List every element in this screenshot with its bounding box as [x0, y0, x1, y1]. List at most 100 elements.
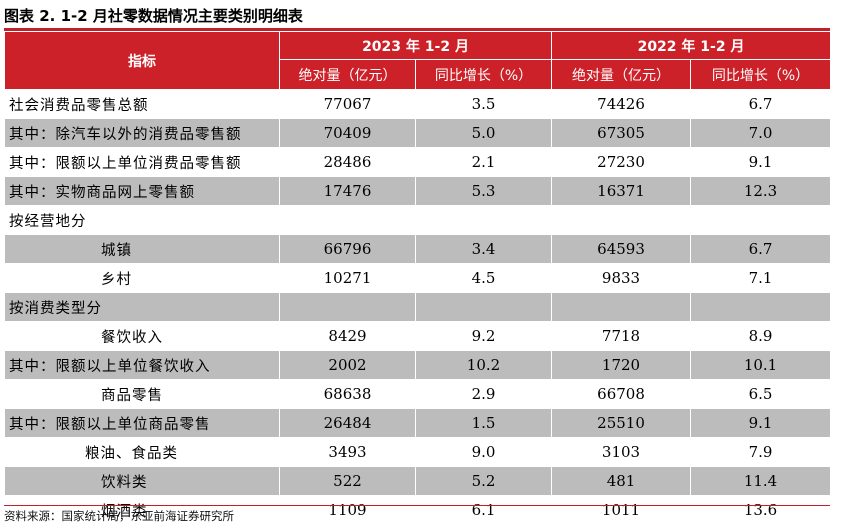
cell-yoy-2023: 3.4 [414, 234, 553, 264]
cell-yoy-2023: 9.2 [414, 321, 553, 351]
header-yoy-2023: 同比增长（%） [414, 59, 553, 90]
cell-yoy-2022: 7.1 [690, 263, 832, 293]
row-label: 按经营地分 [4, 205, 280, 235]
row-label: 其中：除汽车以外的消费品零售额 [4, 118, 280, 148]
cell-yoy-2023: 9.0 [414, 437, 553, 467]
cell-yoy-2022: 6.7 [690, 89, 832, 119]
row-label: 其中：限额以上单位消费品零售额 [4, 147, 280, 177]
cell-abs-2023: 2002 [279, 350, 416, 380]
row-label: 餐饮收入 [4, 321, 280, 351]
header-abs-2022: 绝对量（亿元） [551, 59, 692, 90]
cell-abs-2023: 17476 [279, 176, 416, 206]
cell-yoy-2023 [414, 292, 553, 322]
cell-yoy-2022: 6.5 [690, 379, 832, 409]
cell-abs-2022: 1011 [551, 495, 692, 525]
table-title: 图表 2. 1-2 月社零数据情况主要类别明细表 [4, 7, 303, 25]
cell-abs-2022 [551, 292, 692, 322]
table-row: 乡村 10271 4.5 9833 7.1 [4, 263, 832, 293]
table-row: 社会消费品零售总额 77067 3.5 74426 6.7 [4, 89, 832, 119]
table-row: 餐饮收入 8429 9.2 7718 8.9 [4, 321, 832, 351]
source-note: 资料来源：国家统计局，东亚前海证券研究所 [4, 509, 234, 523]
table-row: 饮料类 522 5.2 481 11.4 [4, 466, 832, 496]
cell-abs-2022: 481 [551, 466, 692, 496]
table-row: 商品零售 68638 2.9 66708 6.5 [4, 379, 832, 409]
cell-abs-2023: 28486 [279, 147, 416, 177]
table-row: 其中：限额以上单位消费品零售额 28486 2.1 27230 9.1 [4, 147, 832, 177]
cell-abs-2023: 8429 [279, 321, 416, 351]
cell-yoy-2022: 8.9 [690, 321, 832, 351]
row-label: 商品零售 [4, 379, 280, 409]
retail-sales-table: 指标 2023 年 1-2 月 2022 年 1-2 月 绝对量（亿元） 同比增… [4, 31, 832, 525]
cell-abs-2022: 1720 [551, 350, 692, 380]
cell-yoy-2023: 5.3 [414, 176, 553, 206]
cell-abs-2022: 9833 [551, 263, 692, 293]
header-yoy-2022: 同比增长（%） [690, 59, 832, 90]
cell-abs-2023: 68638 [279, 379, 416, 409]
header-period-2023: 2023 年 1-2 月 [278, 31, 553, 60]
row-label: 社会消费品零售总额 [4, 89, 280, 119]
cell-yoy-2022: 7.0 [690, 118, 832, 148]
cell-abs-2022: 66708 [551, 379, 692, 409]
cell-abs-2022: 16371 [551, 176, 692, 206]
cell-yoy-2023: 5.0 [414, 118, 553, 148]
row-label: 烟酒类 [4, 495, 280, 525]
cell-yoy-2023 [414, 205, 553, 235]
cell-yoy-2023: 4.5 [414, 263, 553, 293]
row-label: 城镇 [4, 234, 280, 264]
cell-abs-2022: 27230 [551, 147, 692, 177]
cell-yoy-2023: 10.2 [414, 350, 553, 380]
row-label: 乡村 [4, 263, 280, 293]
table-row: 按消费类型分 [4, 292, 832, 322]
cell-yoy-2022: 10.1 [690, 350, 832, 380]
row-label: 饮料类 [4, 466, 280, 496]
header-indicator: 指标 [4, 31, 280, 90]
cell-yoy-2023: 1.5 [414, 408, 553, 438]
row-label: 其中：限额以上单位餐饮收入 [4, 350, 280, 380]
cell-yoy-2023: 2.1 [414, 147, 553, 177]
header-period-2022: 2022 年 1-2 月 [551, 31, 832, 60]
table-row: 其中：限额以上单位商品零售 26484 1.5 25510 9.1 [4, 408, 832, 438]
cell-yoy-2022 [690, 292, 832, 322]
cell-abs-2023: 522 [279, 466, 416, 496]
cell-yoy-2022: 7.9 [690, 437, 832, 467]
cell-abs-2022: 3103 [551, 437, 692, 467]
cell-yoy-2023: 2.9 [414, 379, 553, 409]
cell-abs-2023: 77067 [279, 89, 416, 119]
cell-abs-2022: 74426 [551, 89, 692, 119]
table-row: 粮油、食品类 3493 9.0 3103 7.9 [4, 437, 832, 467]
cell-abs-2023: 3493 [279, 437, 416, 467]
cell-abs-2023: 1109 [279, 495, 416, 525]
cell-yoy-2022: 9.1 [690, 408, 832, 438]
cell-abs-2023: 70409 [279, 118, 416, 148]
cell-yoy-2023: 5.2 [414, 466, 553, 496]
cell-abs-2022: 7718 [551, 321, 692, 351]
table-row: 其中：限额以上单位餐饮收入 2002 10.2 1720 10.1 [4, 350, 832, 380]
table-row: 按经营地分 [4, 205, 832, 235]
header-abs-2023: 绝对量（亿元） [279, 59, 416, 90]
table-row: 其中：除汽车以外的消费品零售额 70409 5.0 67305 7.0 [4, 118, 832, 148]
cell-abs-2022: 25510 [551, 408, 692, 438]
cell-abs-2023: 10271 [279, 263, 416, 293]
cell-yoy-2023: 6.1 [414, 495, 553, 525]
cell-abs-2022 [551, 205, 692, 235]
cell-abs-2023 [279, 205, 416, 235]
table-row: 其中：实物商品网上零售额 17476 5.3 16371 12.3 [4, 176, 832, 206]
cell-abs-2023: 26484 [279, 408, 416, 438]
cell-abs-2023 [279, 292, 416, 322]
cell-yoy-2023: 3.5 [414, 89, 553, 119]
row-label: 其中：限额以上单位商品零售 [4, 408, 280, 438]
source-rule [4, 505, 830, 506]
cell-abs-2023: 66796 [279, 234, 416, 264]
table-row: 烟酒类 1109 6.1 1011 13.6 [4, 495, 832, 525]
cell-yoy-2022: 11.4 [690, 466, 832, 496]
cell-yoy-2022: 9.1 [690, 147, 832, 177]
title-rule [4, 28, 830, 31]
row-label: 粮油、食品类 [4, 437, 280, 467]
cell-yoy-2022: 12.3 [690, 176, 832, 206]
cell-abs-2022: 64593 [551, 234, 692, 264]
table-row: 城镇 66796 3.4 64593 6.7 [4, 234, 832, 264]
cell-yoy-2022 [690, 205, 832, 235]
cell-abs-2022: 67305 [551, 118, 692, 148]
row-label: 其中：实物商品网上零售额 [4, 176, 280, 206]
cell-yoy-2022: 6.7 [690, 234, 832, 264]
